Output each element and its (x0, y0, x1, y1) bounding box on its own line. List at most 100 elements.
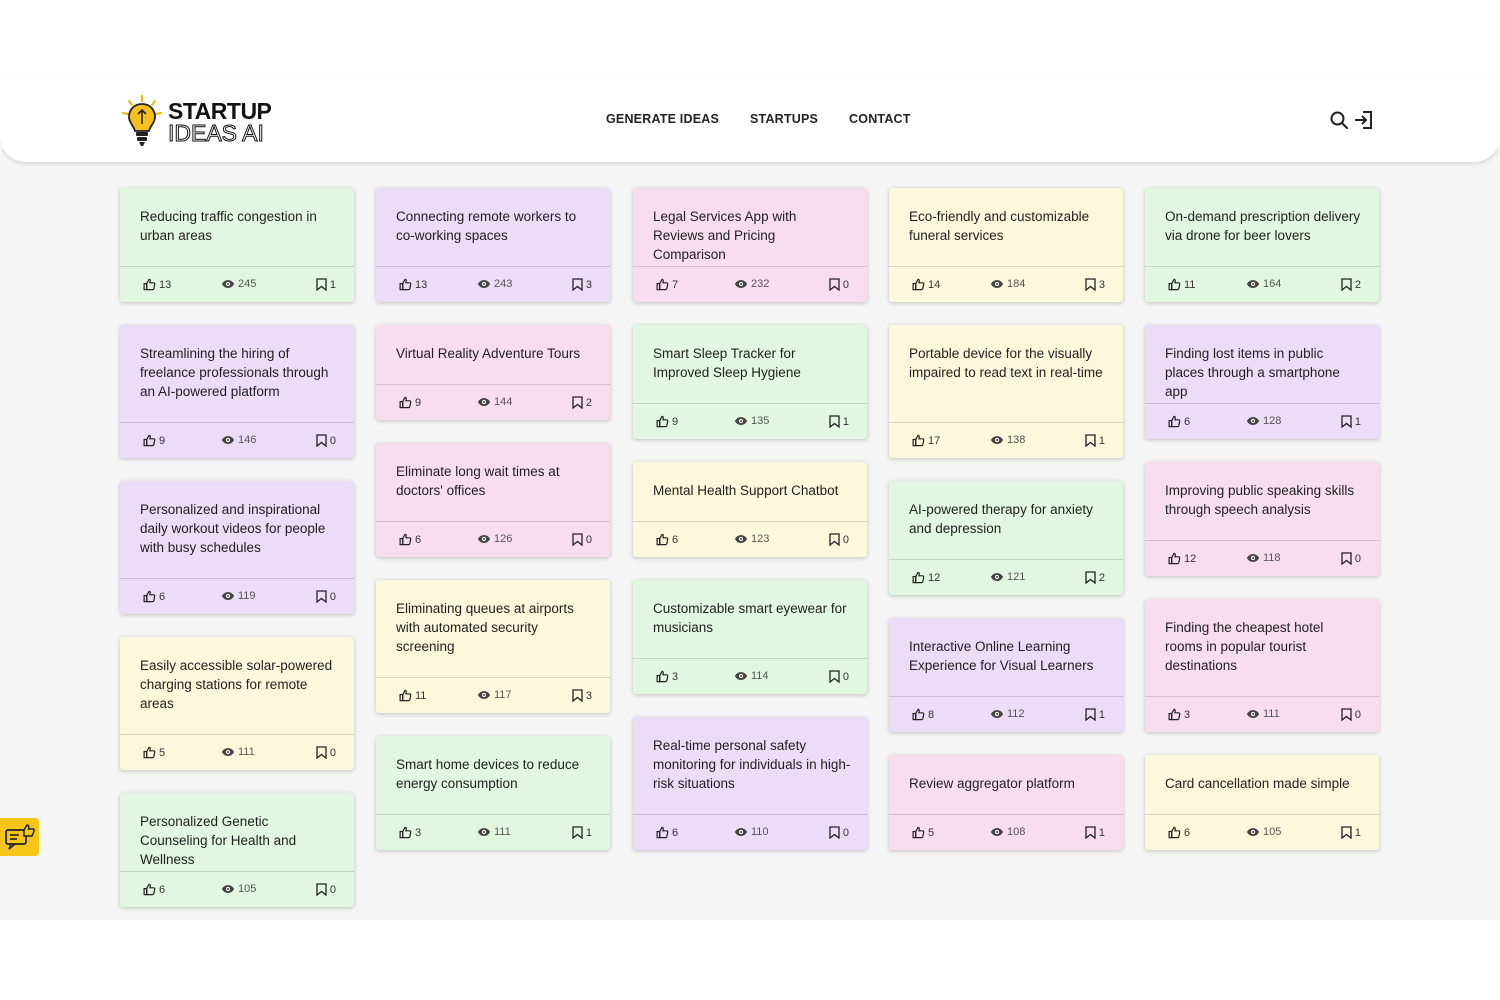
bookmark-button[interactable]: 0 (1341, 552, 1361, 565)
like-button[interactable]: 6 (143, 590, 165, 603)
idea-title[interactable]: Personalized and inspirational daily wor… (140, 502, 326, 555)
idea-card[interactable]: Interactive Online Learning Experience f… (889, 618, 1123, 732)
idea-card[interactable]: Smart Sleep Tracker for Improved Sleep H… (633, 325, 867, 439)
bookmark-button[interactable]: 3 (572, 689, 592, 702)
bookmark-button[interactable]: 3 (572, 278, 592, 291)
idea-title[interactable]: Finding lost items in public places thro… (1165, 346, 1340, 399)
idea-card[interactable]: Card cancellation made simple 6 105 1 (1145, 755, 1379, 850)
idea-card[interactable]: Smart home devices to reduce energy cons… (376, 736, 610, 850)
like-button[interactable]: 17 (912, 434, 940, 447)
idea-title[interactable]: Eco-friendly and customizable funeral se… (909, 209, 1090, 243)
like-button[interactable]: 3 (399, 826, 421, 839)
idea-card[interactable]: Customizable smart eyewear for musicians… (633, 580, 867, 694)
login-icon[interactable] (1354, 110, 1374, 130)
idea-title[interactable]: Real-time personal safety monitoring for… (653, 738, 851, 791)
bookmark-button[interactable]: 0 (316, 883, 336, 896)
feedback-button[interactable] (0, 818, 39, 856)
idea-title[interactable]: Reducing traffic congestion in urban are… (140, 209, 317, 243)
idea-card[interactable]: Personalized Genetic Counseling for Heal… (120, 793, 354, 907)
like-button[interactable]: 11 (1168, 278, 1195, 291)
nav-generate-ideas[interactable]: GENERATE IDEAS (606, 112, 719, 126)
idea-title[interactable]: Review aggregator platform (909, 776, 1075, 791)
bookmark-button[interactable]: 0 (829, 670, 849, 683)
brand-logo[interactable]: STARTUP IDEAS AI (120, 94, 280, 148)
like-button[interactable]: 7 (656, 278, 678, 291)
idea-title[interactable]: Card cancellation made simple (1165, 776, 1350, 791)
idea-title[interactable]: Streamlining the hiring of freelance pro… (140, 346, 329, 399)
bookmark-button[interactable]: 1 (1085, 708, 1105, 721)
like-button[interactable]: 12 (1168, 552, 1196, 565)
like-button[interactable]: 3 (656, 670, 678, 683)
bookmark-button[interactable]: 0 (829, 278, 849, 291)
like-button[interactable]: 6 (399, 533, 421, 546)
bookmark-button[interactable]: 0 (316, 590, 336, 603)
like-button[interactable]: 5 (912, 826, 934, 839)
idea-card[interactable]: Finding the cheapest hotel rooms in popu… (1145, 599, 1379, 732)
bookmark-button[interactable]: 0 (829, 533, 849, 546)
idea-title[interactable]: Personalized Genetic Counseling for Heal… (140, 814, 297, 867)
bookmark-button[interactable]: 1 (1085, 826, 1105, 839)
like-button[interactable]: 6 (1168, 826, 1190, 839)
like-button[interactable]: 9 (143, 434, 165, 447)
idea-card[interactable]: Improving public speaking skills through… (1145, 462, 1379, 576)
like-button[interactable]: 3 (1168, 708, 1190, 721)
bookmark-button[interactable]: 1 (1341, 415, 1361, 428)
bookmark-button[interactable]: 3 (1085, 278, 1105, 291)
bookmark-button[interactable]: 1 (316, 278, 336, 291)
idea-title[interactable]: Interactive Online Learning Experience f… (909, 639, 1094, 673)
idea-title[interactable]: Virtual Reality Adventure Tours (396, 346, 581, 361)
like-button[interactable]: 5 (143, 746, 165, 759)
bookmark-button[interactable]: 1 (572, 826, 592, 839)
idea-card[interactable]: Review aggregator platform 5 108 1 (889, 755, 1123, 850)
idea-card[interactable]: Connecting remote workers to co-working … (376, 188, 610, 302)
bookmark-button[interactable]: 0 (316, 434, 336, 447)
idea-card[interactable]: Real-time personal safety monitoring for… (633, 717, 867, 850)
like-button[interactable]: 12 (912, 571, 940, 584)
idea-title[interactable]: Smart Sleep Tracker for Improved Sleep H… (653, 346, 801, 380)
nav-contact[interactable]: CONTACT (849, 112, 911, 126)
idea-title[interactable]: Legal Services App with Reviews and Pric… (653, 209, 797, 262)
like-button[interactable]: 6 (656, 533, 678, 546)
idea-card[interactable]: Virtual Reality Adventure Tours 9 144 2 (376, 325, 610, 420)
bookmark-button[interactable]: 1 (1341, 826, 1361, 839)
idea-title[interactable]: Mental Health Support Chatbot (653, 483, 839, 498)
bookmark-button[interactable]: 2 (1085, 571, 1105, 584)
idea-title[interactable]: Connecting remote workers to co-working … (396, 209, 577, 243)
like-button[interactable]: 8 (912, 708, 934, 721)
idea-title[interactable]: Finding the cheapest hotel rooms in popu… (1165, 620, 1324, 673)
bookmark-button[interactable]: 2 (572, 396, 592, 409)
idea-card[interactable]: Eliminating queues at airports with auto… (376, 580, 610, 713)
idea-card[interactable]: Reducing traffic congestion in urban are… (120, 188, 354, 302)
search-icon[interactable] (1329, 110, 1349, 130)
like-button[interactable]: 13 (143, 278, 171, 291)
like-button[interactable]: 9 (656, 415, 678, 428)
like-button[interactable]: 14 (912, 278, 940, 291)
like-button[interactable]: 11 (399, 689, 426, 702)
idea-title[interactable]: Smart home devices to reduce energy cons… (396, 757, 580, 791)
bookmark-button[interactable]: 2 (1341, 278, 1361, 291)
bookmark-button[interactable]: 0 (316, 746, 336, 759)
idea-card[interactable]: Eliminate long wait times at doctors' of… (376, 443, 610, 557)
idea-title[interactable]: Customizable smart eyewear for musicians (653, 601, 847, 635)
idea-title[interactable]: Easily accessible solar-powered charging… (140, 658, 333, 711)
idea-title[interactable]: AI-powered therapy for anxiety and depre… (909, 502, 1093, 536)
like-button[interactable]: 6 (656, 826, 678, 839)
idea-title[interactable]: Eliminating queues at airports with auto… (396, 601, 574, 654)
bookmark-button[interactable]: 0 (572, 533, 592, 546)
nav-startups[interactable]: STARTUPS (750, 112, 819, 126)
like-button[interactable]: 9 (399, 396, 421, 409)
idea-card[interactable]: On-demand prescription delivery via dron… (1145, 188, 1379, 302)
idea-title[interactable]: Improving public speaking skills through… (1165, 483, 1355, 517)
like-button[interactable]: 13 (399, 278, 427, 291)
idea-title[interactable]: Portable device for the visually impaire… (909, 346, 1103, 380)
idea-card[interactable]: Personalized and inspirational daily wor… (120, 481, 354, 614)
idea-card[interactable]: Eco-friendly and customizable funeral se… (889, 188, 1123, 302)
idea-card[interactable]: Mental Health Support Chatbot 6 123 0 (633, 462, 867, 557)
idea-title[interactable]: On-demand prescription delivery via dron… (1165, 209, 1361, 243)
idea-title[interactable]: Eliminate long wait times at doctors' of… (396, 464, 560, 498)
bookmark-button[interactable]: 1 (829, 415, 849, 428)
bookmark-button[interactable]: 0 (829, 826, 849, 839)
like-button[interactable]: 6 (1168, 415, 1190, 428)
bookmark-button[interactable]: 1 (1085, 434, 1105, 447)
idea-card[interactable]: Finding lost items in public places thro… (1145, 325, 1379, 439)
